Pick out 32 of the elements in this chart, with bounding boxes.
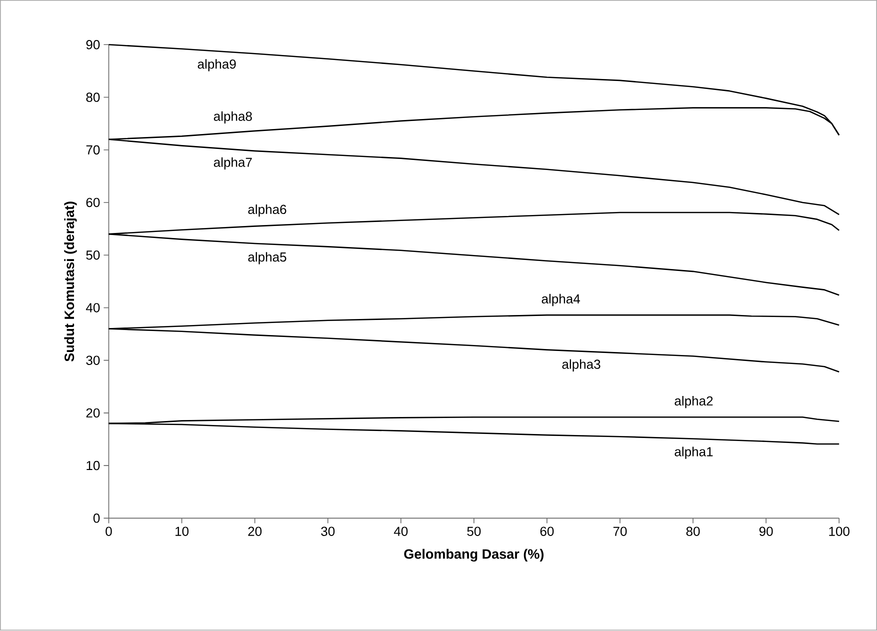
y-tick-label: 70 xyxy=(86,146,100,155)
series-label: alpha3 xyxy=(562,360,600,372)
series-label: alpha9 xyxy=(198,59,236,72)
y-tick-label: 30 xyxy=(86,356,100,366)
x-tick-label: 20 xyxy=(248,526,262,536)
x-tick-label: 0 xyxy=(106,526,112,536)
x-tick-label: 50 xyxy=(467,526,481,536)
series-label: alpha2 xyxy=(674,396,713,408)
x-tick-label: 80 xyxy=(686,526,700,536)
y-tick-label: 40 xyxy=(86,303,100,313)
x-tick-label: 70 xyxy=(613,526,627,536)
y-tick-label: 20 xyxy=(86,408,100,418)
y-tick-label: 90 xyxy=(86,40,100,50)
y-tick-label: 10 xyxy=(86,461,100,470)
series-label: alpha5 xyxy=(248,252,286,264)
series-label: alpha8 xyxy=(214,112,252,124)
x-tick-label: 90 xyxy=(759,526,773,536)
y-tick-label: 80 xyxy=(86,92,100,102)
x-tick-label: 40 xyxy=(394,526,408,536)
series-label: alpha6 xyxy=(248,204,286,217)
y-tick-label: 0 xyxy=(93,514,100,524)
y-tick-label: 60 xyxy=(86,198,100,208)
x-tick-label: 30 xyxy=(321,526,335,536)
y-tick-label: 50 xyxy=(86,250,100,260)
series-label: alpha7 xyxy=(214,158,252,170)
series-label: alpha4 xyxy=(542,294,580,306)
y-axis-title: Sudut Komutasi (derajat) xyxy=(64,202,77,362)
x-tick-label: 10 xyxy=(176,526,189,536)
x-axis-title: Gelombang Dasar (%) xyxy=(404,549,544,562)
x-tick-label: 100 xyxy=(829,526,850,536)
x-tick-label: 60 xyxy=(540,526,554,536)
series-label: alpha1 xyxy=(674,446,713,460)
